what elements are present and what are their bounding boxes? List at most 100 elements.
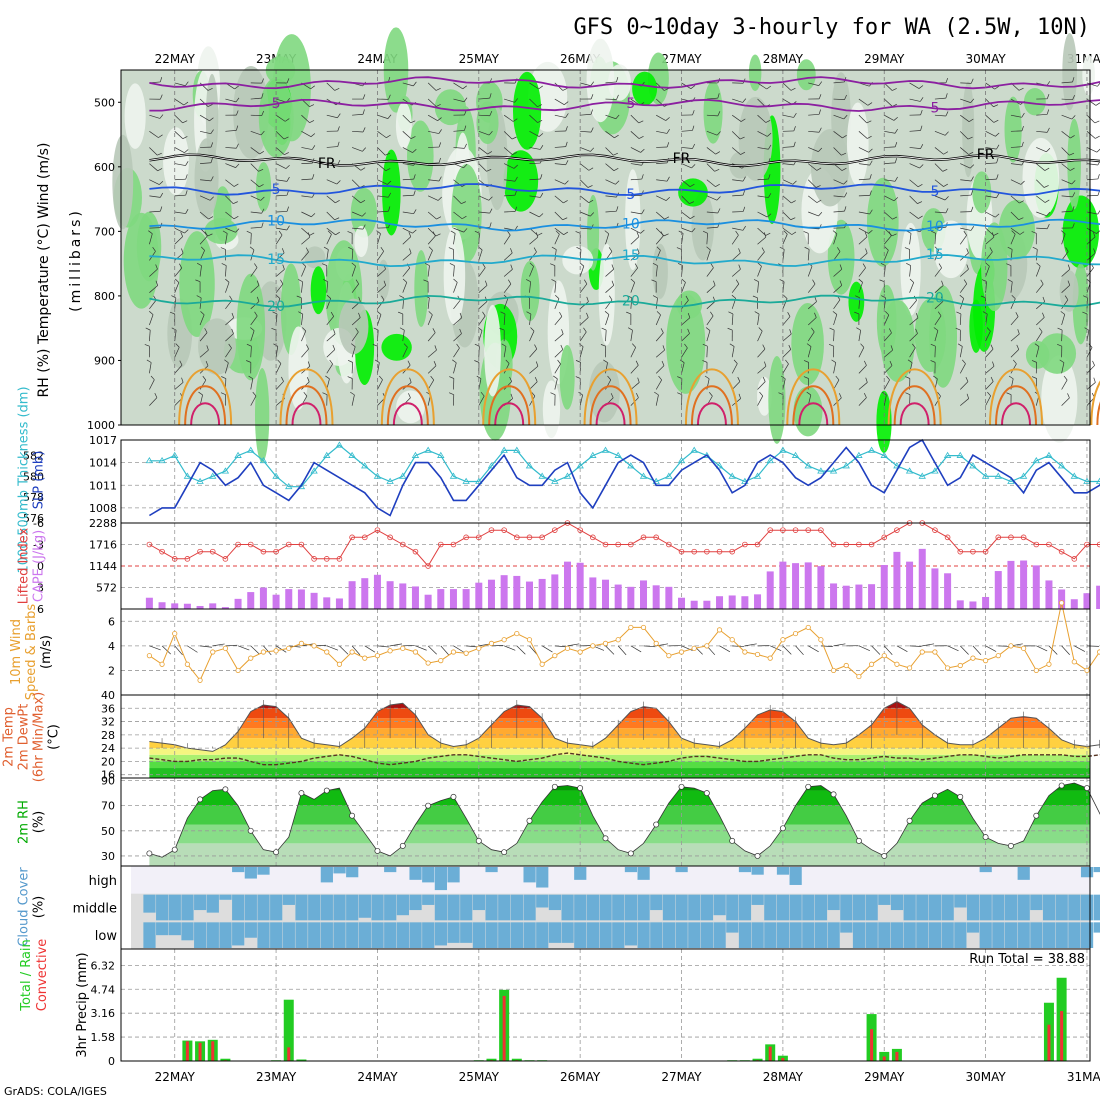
wind-barb-flag [968,151,974,155]
precip-convective-bar [1047,1024,1051,1061]
wind-barb-flag [326,294,331,299]
wind-barb-flag [360,167,366,171]
wind-tick-label: 2 [108,664,115,677]
cloud-middle-bar [802,894,815,921]
boundary-layer-contour [285,385,328,426]
wind-barb-flag [586,312,589,318]
wind-barb-flag [867,135,872,139]
wind-speed-marker [210,649,216,655]
thickness-marker [1019,472,1028,479]
wind-speed-marker [716,627,723,633]
wind-barb [149,179,160,185]
wind-barb [427,332,436,342]
lifted-index-marker [247,541,254,548]
wind-barb [909,347,916,358]
wind-barb [858,282,863,293]
wind-barb [580,147,591,152]
wind-barb-flag [652,262,658,266]
wind-barb-flag [538,133,544,137]
wind-barb-flag [461,201,466,204]
cloud-middle-bar [498,894,511,921]
wind-barb-flag [885,311,890,316]
cape-bar [1007,560,1015,609]
wind-barb [326,195,336,204]
wind-barb [655,250,661,261]
wind-barb [554,227,564,235]
cloud-low-bar [802,922,815,948]
wind-barb-flag [1095,135,1100,139]
wind-barb-flag [832,230,838,235]
wind-barb [630,282,636,293]
wind-barb [934,330,939,342]
wind-barb-flag [752,295,758,299]
wind-barb [1086,147,1098,153]
wind-barb-flag [233,183,239,187]
wind-barb [605,268,614,277]
wind-barb-10m [567,643,580,647]
wind-barb-flag [992,361,995,367]
cape-bar [297,589,305,609]
rh-marker [931,792,938,799]
wind-barb-flag [729,343,735,347]
wind-barb-10m [200,645,213,648]
wind-barb-flag [816,167,822,171]
cloud-middle-bar [384,894,397,921]
wind-barb-flag [854,311,860,315]
wind-barb-flag [514,206,518,212]
wind-barb-flag [575,376,581,379]
wind-speed-marker [311,643,317,649]
wind-barb [706,114,718,117]
wind-barb [326,363,333,374]
wind-barb [1061,362,1065,374]
wind-barb-flag [307,232,311,238]
wind-barb-flag [281,376,284,382]
wind-barb [174,347,180,358]
wind-barb [351,211,363,217]
wind-barb-flag [829,327,835,331]
cape-bar [272,594,280,609]
wind-barb-flag [387,114,392,119]
chart-title: GFS 0~10day 3-hourly for WA (2.5W, 10N) [573,15,1090,40]
wind-barb-flag [459,328,462,334]
cloud-low-bar [282,922,295,948]
wind-barb-flag [865,248,868,254]
wind-barb-flag [358,312,361,318]
lifted-index-marker [514,534,520,541]
wind-speed-marker [539,661,545,667]
wind-barb-flag [551,246,557,250]
boundary-layer-contour [1001,402,1032,426]
thickness-marker [728,472,736,479]
wind-barb-flag [970,190,974,196]
slp-tick-label: 1011 [89,479,117,492]
wind-barb [757,266,762,277]
boundary-layer-contour [291,402,322,426]
cape-bar [310,592,318,609]
wind-barb-flag [185,161,189,166]
wind-barb [1035,249,1038,261]
cape-bar [918,548,926,609]
cloud-low-bar [662,922,676,948]
rh-marker [678,783,685,790]
thickness-marker [842,462,850,469]
wind-barb [529,82,539,90]
wind-speed-marker [666,653,672,659]
cloud-high-bar [447,867,460,883]
wind-barb-flag [793,113,797,118]
wind-barb-10m [237,645,250,651]
wind-barb-flag [169,311,175,315]
wind-barb-flag [742,176,746,182]
cloud-low-bar [257,922,270,948]
rh-patch [254,368,270,463]
wind-barb [503,313,506,325]
rh-patch [981,222,1008,312]
wind-barb-flag [437,196,442,201]
cape-bar [183,603,191,609]
wind-barb-flag [987,391,991,397]
wind-barb-flag [409,377,412,383]
wind-barb-flag [889,360,893,366]
wind-barb-flag [630,278,635,283]
rh-patch [288,326,309,410]
precip-total-bar [486,1058,497,1061]
wind-barb-flag [692,125,695,131]
temp-band [149,708,1090,719]
